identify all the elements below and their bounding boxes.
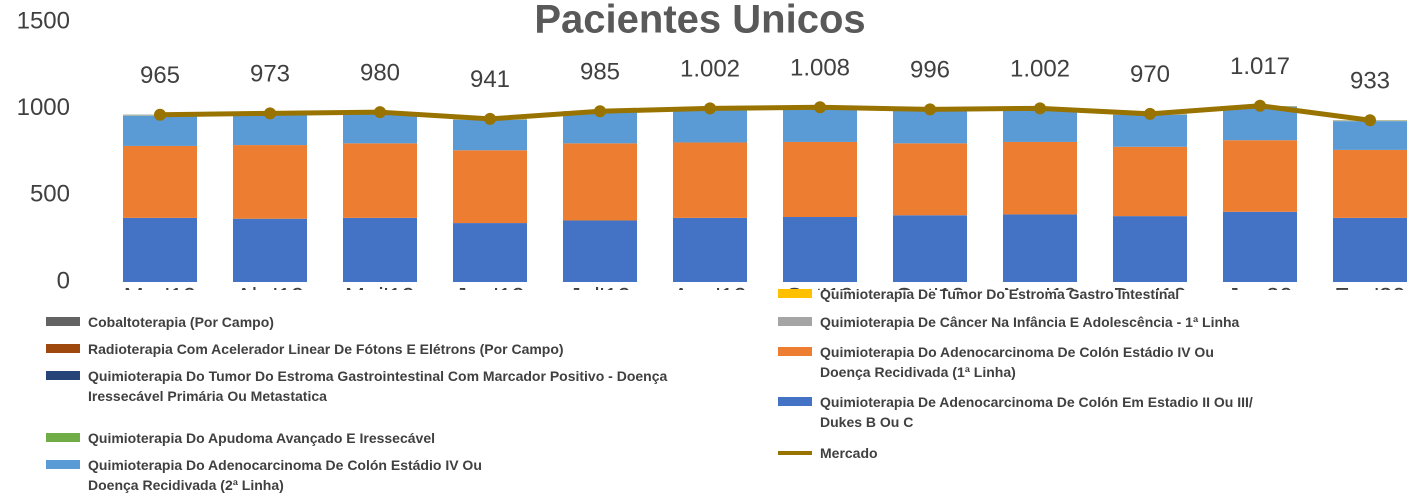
line-marker xyxy=(594,105,606,118)
legend-label: Quimioterapia De Câncer Na Infância E Ad… xyxy=(820,314,1240,330)
legend-swatch xyxy=(46,433,80,442)
x-tick-label: Dez'19 xyxy=(1113,283,1187,290)
x-tick-label: Jun'19 xyxy=(455,283,525,290)
chart-title: Pacientes Unicos xyxy=(534,0,865,42)
bar-segment xyxy=(783,217,857,282)
bar-segment xyxy=(1113,114,1187,147)
bar-segment xyxy=(563,112,637,144)
legend-label: Quimioterapia Do Tumor Do Estroma Gastro… xyxy=(88,368,668,404)
bar-segment xyxy=(1113,146,1187,217)
legend-label: Quimioterapia De Tumor Do Estroma Gastro… xyxy=(820,286,1180,302)
data-label: 970 xyxy=(1130,61,1170,88)
legend-swatch xyxy=(778,451,812,455)
bar-segment xyxy=(1003,141,1077,215)
y-tick-label: 0 xyxy=(57,267,70,290)
legend-swatch xyxy=(778,317,812,326)
legend-label: Mercado xyxy=(820,445,878,461)
bar-segment xyxy=(1003,109,1077,142)
line-marker xyxy=(1144,107,1156,120)
legend-label: Quimioterapia Do Adenocarcinoma De Colón… xyxy=(88,457,482,493)
data-label: 941 xyxy=(470,66,510,93)
data-label: 1.002 xyxy=(680,56,740,83)
bar-segment xyxy=(783,141,857,217)
x-tick-label: Nov'19 xyxy=(1003,283,1077,290)
line-marker xyxy=(814,101,826,114)
bar-segment xyxy=(1223,106,1297,141)
data-label: 980 xyxy=(360,59,400,86)
bar-segment xyxy=(233,145,307,219)
legend-label: Quimioterapia Do Adenocarcinoma De Colón… xyxy=(820,344,1214,380)
x-tick-label: Set'19 xyxy=(786,283,853,290)
x-tick-label: Mai'19 xyxy=(345,283,415,290)
legend-swatch xyxy=(778,397,812,406)
bar-segment xyxy=(123,217,197,282)
bar-segment xyxy=(233,114,307,146)
data-label: 1.008 xyxy=(790,55,850,82)
x-tick-label: Abr'19 xyxy=(236,283,305,290)
bar-segment xyxy=(673,109,747,143)
x-tick-label: Mar'19 xyxy=(124,283,197,290)
bar-segment xyxy=(1223,211,1297,282)
bar-segment xyxy=(893,110,967,144)
line-marker xyxy=(264,107,276,120)
bar-segment xyxy=(1003,214,1077,282)
bar-segment xyxy=(1223,140,1297,212)
bar-segment xyxy=(1333,149,1407,218)
line-marker xyxy=(924,103,936,116)
x-tick-label: Jan20 xyxy=(1227,283,1292,290)
legend-swatch xyxy=(46,317,80,326)
line xyxy=(159,103,1371,123)
bar-segment xyxy=(563,143,637,221)
legend-label: Quimioterapia De Adenocarcinoma De Colón… xyxy=(820,394,1253,430)
legend-swatch xyxy=(46,460,80,469)
data-label: 933 xyxy=(1350,68,1390,95)
legend-label: Quimioterapia Do Apudoma Avançado E Ires… xyxy=(88,430,435,446)
line-marker xyxy=(1364,114,1376,127)
line-marker xyxy=(154,108,166,121)
bar-segment xyxy=(233,218,307,282)
bar-segment xyxy=(893,215,967,282)
line-marker xyxy=(1034,102,1046,115)
data-label: 1.002 xyxy=(1010,56,1070,83)
y-tick-label: 1500 xyxy=(17,7,70,34)
legend-label: Radioterapia Com Acelerador Linear De Fó… xyxy=(88,341,564,357)
line-marker xyxy=(1254,99,1266,112)
x-tick-label: Jul'19 xyxy=(569,283,631,290)
x-tick-label: Out'19 xyxy=(895,283,965,290)
legend-swatch xyxy=(46,371,80,380)
data-label: 973 xyxy=(250,61,290,88)
legend-swatch xyxy=(778,347,812,356)
x-tick-label: Fev'20 xyxy=(1334,283,1405,290)
data-label: 1.017 xyxy=(1230,53,1290,80)
bar-segment xyxy=(783,108,857,142)
y-tick-label: 1000 xyxy=(17,94,70,121)
line-marker xyxy=(704,102,716,115)
bar-segment xyxy=(453,150,527,224)
data-label: 985 xyxy=(580,59,620,86)
bar-segment xyxy=(123,145,197,218)
bar-segment xyxy=(1113,216,1187,282)
chart: Pacientes Unicos 0 500 1000 1500 Mar'19 Abr'1… xyxy=(17,0,1407,290)
x-tick-label: Ago'19 xyxy=(673,283,747,290)
bar-segment xyxy=(1333,217,1407,282)
data-label: 996 xyxy=(910,57,950,84)
bar-segment xyxy=(673,217,747,282)
bar-segment xyxy=(563,220,637,282)
line-marker xyxy=(484,112,496,125)
data-label: 965 xyxy=(140,62,180,89)
bar-segment xyxy=(673,142,747,218)
legend-label: Cobaltoterapia (Por Campo) xyxy=(88,314,274,330)
bar-segment xyxy=(893,143,967,216)
legend-swatch xyxy=(46,344,80,353)
bar-segment xyxy=(343,143,417,218)
y-tick-label: 500 xyxy=(30,181,70,208)
bar-segment xyxy=(453,223,527,282)
line-marker xyxy=(374,106,386,119)
bar-segment xyxy=(343,217,417,282)
legend-swatch xyxy=(778,289,812,298)
